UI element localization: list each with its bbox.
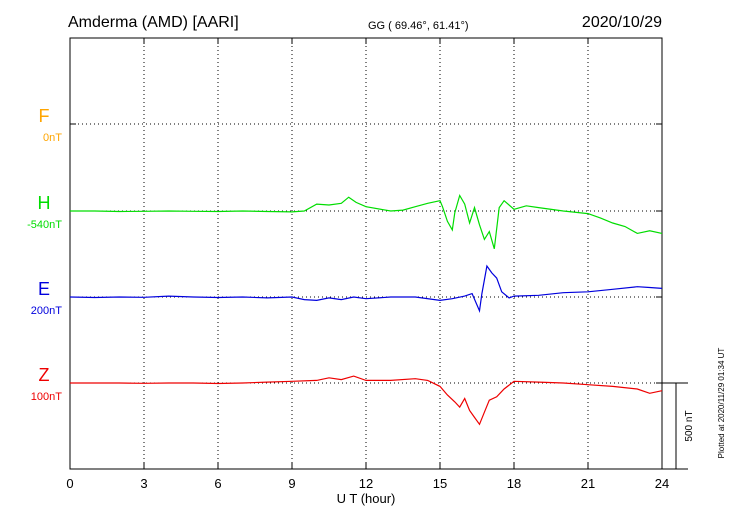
x-axis-label: U T (hour) <box>337 491 396 506</box>
channel-offset-h: -540nT <box>27 219 62 231</box>
channel-offset-f: 0nT <box>43 132 62 144</box>
plot-area <box>69 37 663 470</box>
channel-labels: F 0nT H -540nT E 200nT Z 100nT <box>27 106 62 403</box>
channel-offset-z: 100nT <box>31 391 62 403</box>
plotted-timestamp: Plotted at 2020/11/29 01:34 UT <box>717 348 726 459</box>
channel-offset-e: 200nT <box>31 305 62 317</box>
scale-bar-label: 500 nT <box>684 410 695 441</box>
channel-label-f: F <box>39 106 50 126</box>
scale-bar: 500 nT <box>662 382 695 470</box>
x-tick-label: 6 <box>214 476 221 491</box>
channel-label-h: H <box>38 193 51 213</box>
station-title: Amderma (AMD) [AARI] <box>68 14 239 31</box>
x-tick-label: 15 <box>433 476 447 491</box>
x-tick-label: 9 <box>288 476 295 491</box>
channel-label-e: E <box>38 279 50 299</box>
series-line-e <box>69 264 663 314</box>
x-tick-label: 24 <box>655 476 669 491</box>
x-tick-label: 3 <box>140 476 147 491</box>
x-axis-ticks: 0 3 6 9 12 15 18 21 24 <box>66 38 669 491</box>
x-tick-label: 12 <box>359 476 373 491</box>
x-tick-label: 18 <box>507 476 521 491</box>
channel-label-z: Z <box>39 365 50 385</box>
series-line-h <box>70 193 663 249</box>
station-coordinates: GG ( 69.46°, 61.41°) <box>368 20 469 32</box>
series-line-z <box>70 375 663 426</box>
x-tick-label: 21 <box>581 476 595 491</box>
x-tick-label: 0 <box>66 476 73 491</box>
chart-date: 2020/10/29 <box>582 14 662 31</box>
